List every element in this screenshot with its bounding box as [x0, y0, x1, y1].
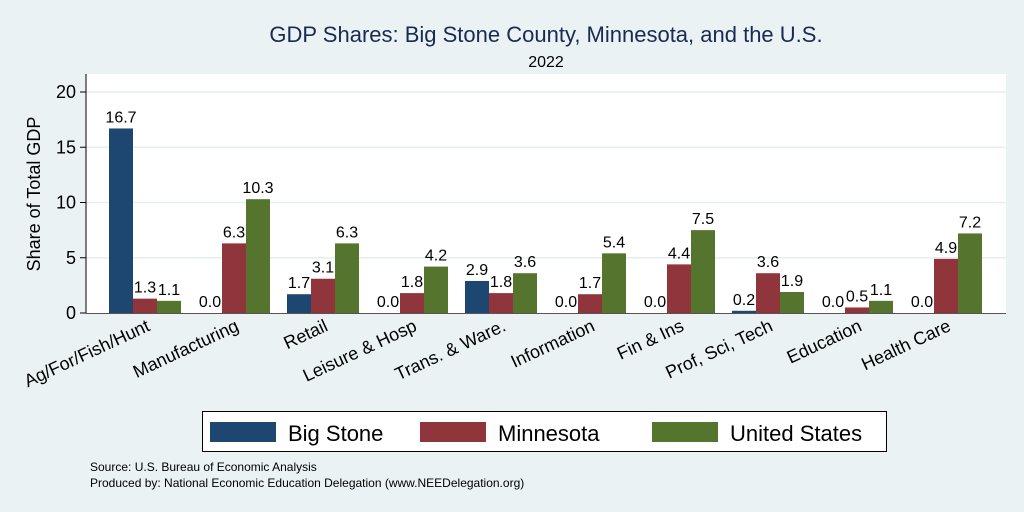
legend-swatch-united-states	[652, 422, 718, 442]
bar-united-states	[335, 243, 359, 313]
bar-minnesota	[311, 278, 335, 313]
legend-swatch-minnesota	[420, 422, 486, 442]
bar-united-states	[780, 292, 804, 313]
bar-minnesota	[400, 293, 424, 313]
y-axis-ticks: 0 5 10 15 20	[56, 82, 86, 323]
bar-minnesota	[578, 294, 602, 313]
x-category-label: Education	[784, 315, 865, 367]
legend-swatch-big-stone	[210, 422, 276, 442]
value-label: 0.0	[555, 294, 577, 311]
legend-label: United States	[730, 421, 862, 446]
x-category-label: Fin & Ins	[614, 315, 687, 363]
value-label: 6.3	[223, 224, 245, 241]
value-label: 0.2	[733, 292, 755, 309]
legend-box	[202, 411, 887, 452]
legend: Big Stone Minnesota United States	[202, 411, 887, 452]
value-label: 0.0	[199, 294, 221, 311]
bar-united-states	[691, 230, 715, 313]
value-label: 5.4	[603, 234, 625, 251]
value-label: 3.1	[312, 260, 334, 277]
x-category-label: Health Care	[858, 315, 954, 374]
y-tick-label: 15	[56, 137, 76, 157]
value-label: 1.3	[134, 280, 156, 297]
source-note: Source: U.S. Bureau of Economic Analysis	[90, 460, 317, 474]
value-label: 1.9	[781, 273, 803, 290]
bar-minnesota	[133, 298, 157, 313]
bar-minnesota	[845, 307, 869, 313]
bar-minnesota	[222, 243, 246, 313]
value-label: 0.0	[377, 294, 399, 311]
value-label: 10.3	[242, 180, 273, 197]
value-label: 7.2	[959, 214, 981, 231]
value-label: 0.0	[644, 294, 666, 311]
bars	[109, 128, 982, 313]
value-label: 0.0	[822, 294, 844, 311]
value-label: 2.9	[466, 262, 488, 279]
value-label: 1.8	[490, 274, 512, 291]
value-label: 16.7	[105, 109, 136, 126]
legend-label: Minnesota	[498, 421, 600, 446]
value-label: 0.5	[846, 288, 868, 305]
y-tick-label: 20	[56, 82, 76, 102]
legend-label: Big Stone	[288, 421, 383, 446]
bar-big-stone	[465, 280, 489, 313]
bar-united-states	[602, 253, 626, 313]
bar-minnesota	[489, 293, 513, 313]
value-labels: 16.71.3 1.10.06.310.31.73.16.30.01.84.22.…	[105, 109, 981, 311]
value-label: 3.6	[757, 254, 779, 271]
y-tick-label: 5	[66, 248, 76, 268]
bar-minnesota	[667, 264, 691, 313]
bar-big-stone	[287, 294, 311, 313]
value-label: 4.9	[935, 240, 957, 257]
value-label: 1.1	[158, 282, 180, 299]
value-label: 4.2	[425, 248, 447, 265]
chart-title: GDP Shares: Big Stone County, Minnesota,…	[269, 22, 822, 47]
value-label: 1.7	[288, 275, 310, 292]
bar-united-states	[157, 300, 181, 313]
bar-united-states	[513, 273, 537, 313]
bar-united-states	[869, 300, 893, 313]
y-axis-title: Share of Total GDP	[24, 117, 44, 272]
value-label: 3.6	[514, 254, 536, 271]
produced-by-note: Produced by: National Economic Education…	[90, 476, 524, 490]
value-label: 1.1	[870, 282, 892, 299]
bar-big-stone	[732, 310, 756, 313]
value-label: 4.4	[668, 245, 690, 262]
x-category-label: Retail	[281, 315, 331, 353]
bar-united-states	[958, 233, 982, 313]
y-tick-label: 0	[66, 303, 76, 323]
bar-united-states	[246, 199, 270, 313]
value-label: 1.7	[579, 275, 601, 292]
x-category-label: Information	[508, 315, 598, 371]
y-tick-label: 10	[56, 193, 76, 213]
bar-united-states	[424, 266, 448, 313]
value-label: 1.8	[401, 274, 423, 291]
value-label: 0.0	[911, 294, 933, 311]
chart-subtitle: 2022	[528, 54, 564, 71]
value-label: 7.5	[692, 211, 714, 228]
bar-big-stone	[109, 128, 133, 313]
value-label: 6.3	[336, 224, 358, 241]
x-category-label: Ag/For/Fish/Hunt	[21, 315, 153, 391]
bar-minnesota	[756, 273, 780, 313]
bar-minnesota	[934, 258, 958, 313]
